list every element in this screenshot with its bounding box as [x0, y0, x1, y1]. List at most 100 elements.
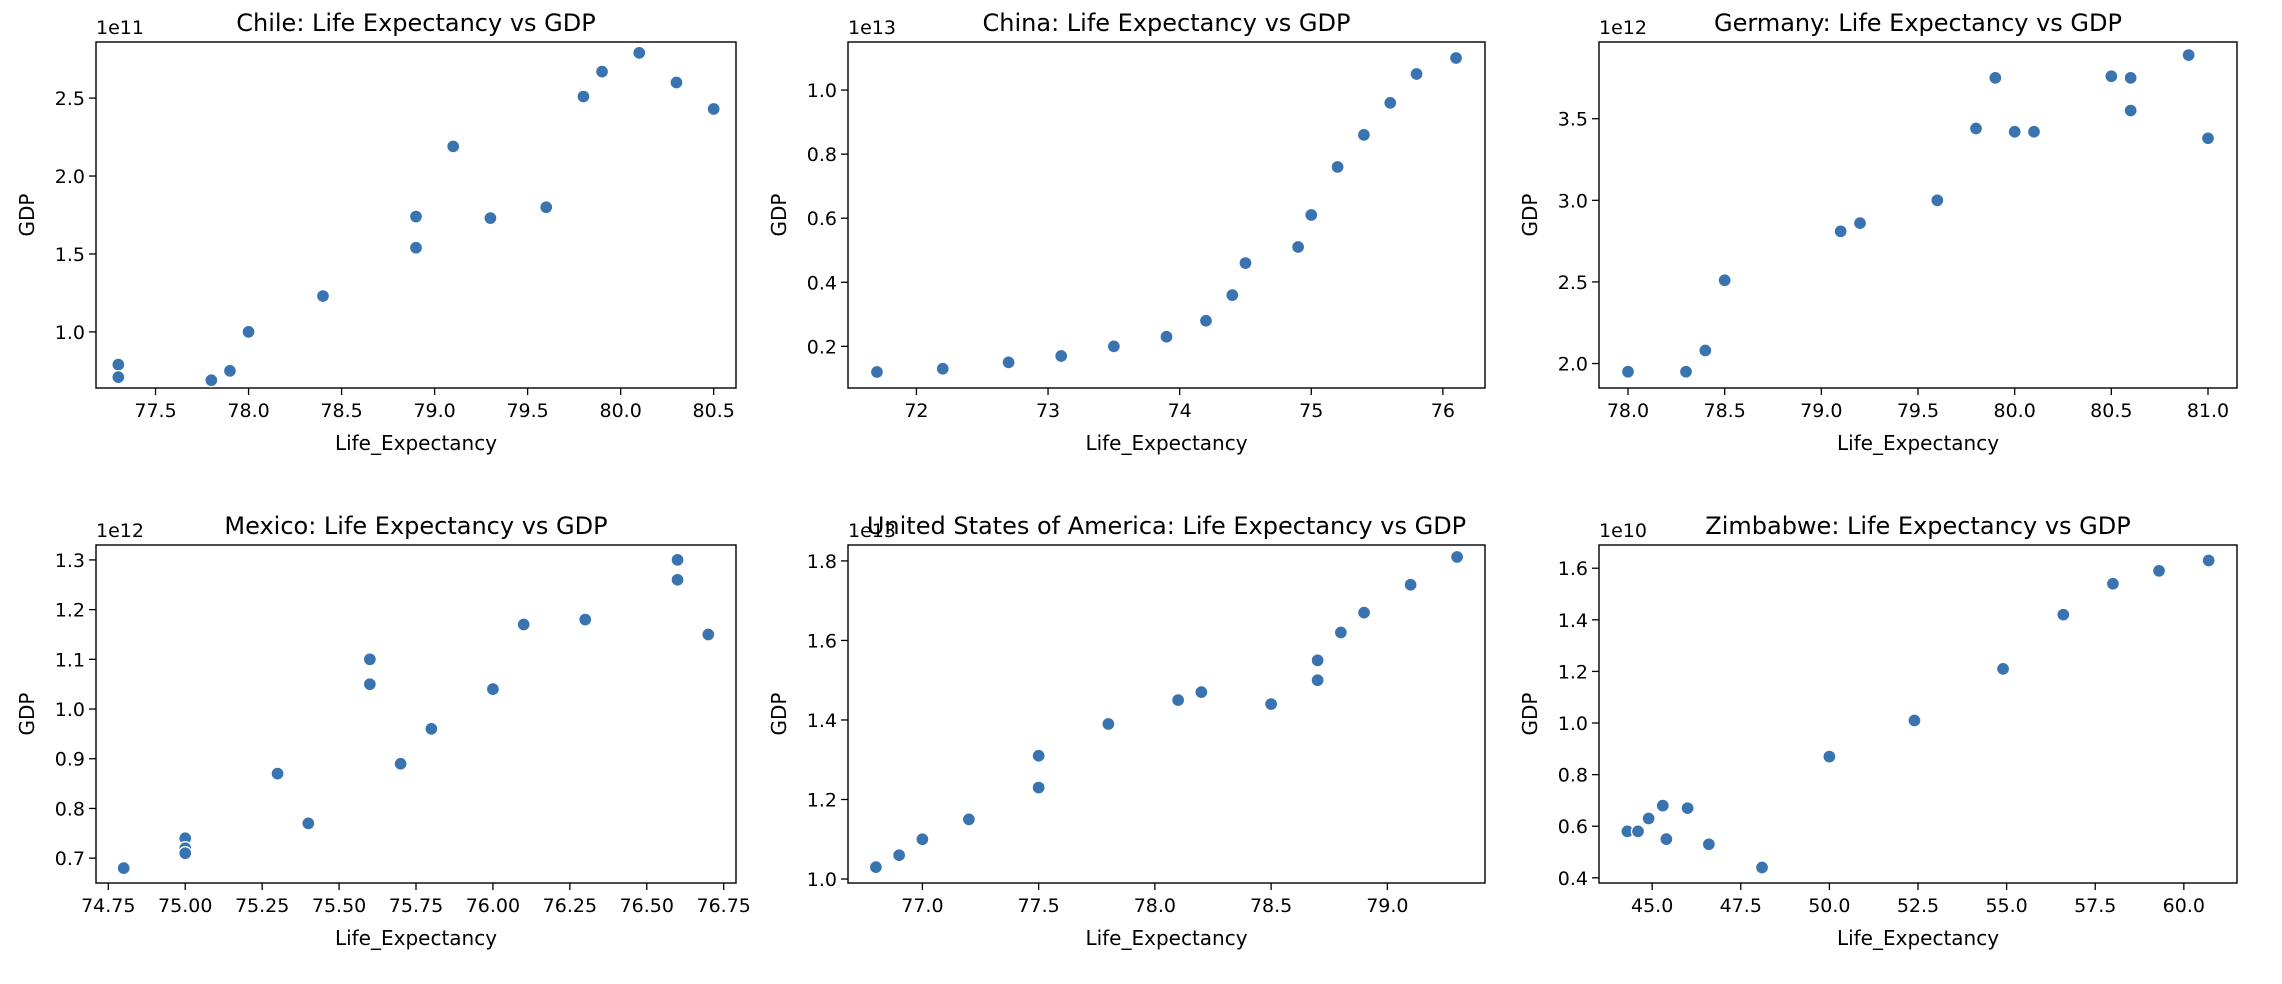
y-axis-label: GDP [767, 194, 791, 237]
data-point [301, 816, 316, 831]
data-point [1159, 329, 1174, 344]
y-tick-label: 1.2 [807, 789, 837, 811]
data-point [178, 846, 193, 861]
y-tick-label: 0.7 [55, 848, 85, 870]
y-tick-label: 0.4 [807, 272, 837, 294]
x-axis-label: Life_Expectancy [335, 431, 497, 455]
x-tick-label: 74 [1168, 400, 1192, 422]
chart-panel: 72 73 74 75 76 0.2 0.4 0.6 0.8 1.0 China: Life Exp… [767, 9, 1486, 455]
data-point [2181, 47, 2196, 63]
y-tick-label: 2.5 [55, 88, 85, 110]
data-point [1678, 364, 1694, 379]
data-point [1310, 673, 1325, 688]
x-axis-label: Life_Expectancy [1837, 431, 1999, 455]
data-point [1409, 66, 1424, 82]
y-offset-label: 1e12 [1599, 17, 1647, 39]
data-point [1101, 716, 1116, 732]
data-point [222, 363, 238, 379]
x-tick-label: 55.0 [1985, 895, 2027, 917]
chart-panel: 77.0 77.5 78.0 78.5 79.0 1.0 1.2 1.4 1.6 1.8 Unite… [767, 512, 1486, 950]
x-tick-label: 79.0 [1366, 895, 1408, 917]
data-point [2123, 70, 2138, 86]
y-tick-label: 2.0 [1558, 354, 1588, 376]
x-axis-label: Life_Expectancy [1085, 926, 1247, 950]
x-tick-label: 78.5 [1250, 895, 1292, 917]
y-tick-label: 1.0 [807, 869, 837, 891]
data-point [408, 240, 424, 255]
y-offset-label: 1e12 [96, 520, 144, 542]
y-tick-label: 1.3 [55, 550, 85, 572]
data-point [2026, 124, 2042, 139]
y-tick-label: 0.9 [55, 749, 85, 771]
y-tick-label: 0.4 [1558, 868, 1588, 890]
y-tick-label: 0.2 [807, 336, 837, 358]
data-point [393, 756, 408, 771]
y-axis-label: GDP [1518, 194, 1542, 237]
data-point [362, 652, 377, 667]
y-tick-label: 1.0 [55, 322, 85, 344]
data-point [539, 200, 554, 215]
data-point [446, 139, 461, 154]
y-axis-label: GDP [767, 693, 791, 736]
y-tick-label: 1.0 [807, 80, 837, 102]
data-point [1290, 239, 1306, 255]
y-tick-label: 1.2 [55, 600, 85, 622]
data-point [1449, 549, 1465, 565]
data-point [1717, 273, 1732, 288]
x-tick-label: 78.5 [320, 400, 362, 422]
x-tick-label: 80.0 [599, 400, 641, 422]
x-tick-label: 80.0 [1994, 400, 2036, 422]
x-tick-label: 75.00 [158, 895, 212, 917]
data-point [1930, 193, 1945, 208]
data-point [1238, 255, 1253, 271]
data-point [1907, 713, 1922, 728]
data-point [1448, 50, 1464, 66]
data-point [1106, 339, 1122, 354]
x-tick-label: 76 [1431, 400, 1455, 422]
y-tick-label: 0.8 [55, 798, 85, 820]
data-point [483, 210, 498, 226]
x-tick-label: 80.5 [2090, 400, 2132, 422]
data-point [891, 848, 907, 863]
data-point [1620, 364, 1636, 379]
chart-title: China: Life Expectancy vs GDP [983, 9, 1351, 37]
y-tick-label: 1.6 [1558, 558, 1588, 580]
y-tick-label: 1.5 [55, 244, 85, 266]
data-point [1822, 749, 1837, 764]
data-point [576, 89, 591, 104]
x-tick-label: 75.75 [389, 895, 443, 917]
data-point [868, 859, 884, 875]
y-tick-label: 1.6 [807, 630, 837, 652]
data-point [2104, 69, 2119, 84]
data-point [632, 45, 647, 61]
data-point [1383, 95, 1398, 111]
data-point [2056, 607, 2071, 622]
x-tick-label: 78.0 [1134, 895, 1176, 917]
x-tick-label: 75 [1299, 400, 1323, 422]
data-point [706, 101, 721, 117]
data-point [1630, 824, 1646, 839]
x-tick-label: 52.5 [1897, 895, 1939, 917]
data-point [270, 766, 285, 781]
data-point [1833, 224, 1848, 239]
data-point [670, 552, 685, 568]
data-point [1995, 661, 2011, 676]
x-tick-label: 77.5 [1017, 895, 1059, 917]
chart-panel: 74.75 75.00 75.25 75.50 75.75 76.00 76.25 76.50… [15, 512, 751, 950]
data-point [111, 357, 126, 372]
data-point [1001, 355, 1016, 370]
x-axis-label: Life_Expectancy [1085, 431, 1247, 455]
x-tick-label: 81.0 [2187, 400, 2229, 422]
y-offset-label: 1e13 [848, 17, 896, 39]
data-point [1356, 127, 1372, 143]
data-point [2123, 103, 2138, 118]
chart-title: Mexico: Life Expectancy vs GDP [224, 512, 607, 540]
y-offset-label: 1e10 [1599, 520, 1647, 542]
x-tick-label: 72 [904, 400, 928, 422]
data-point [362, 677, 377, 692]
data-point [1988, 70, 2003, 86]
data-point [1641, 811, 1656, 826]
x-tick-label: 50.0 [1808, 895, 1850, 917]
